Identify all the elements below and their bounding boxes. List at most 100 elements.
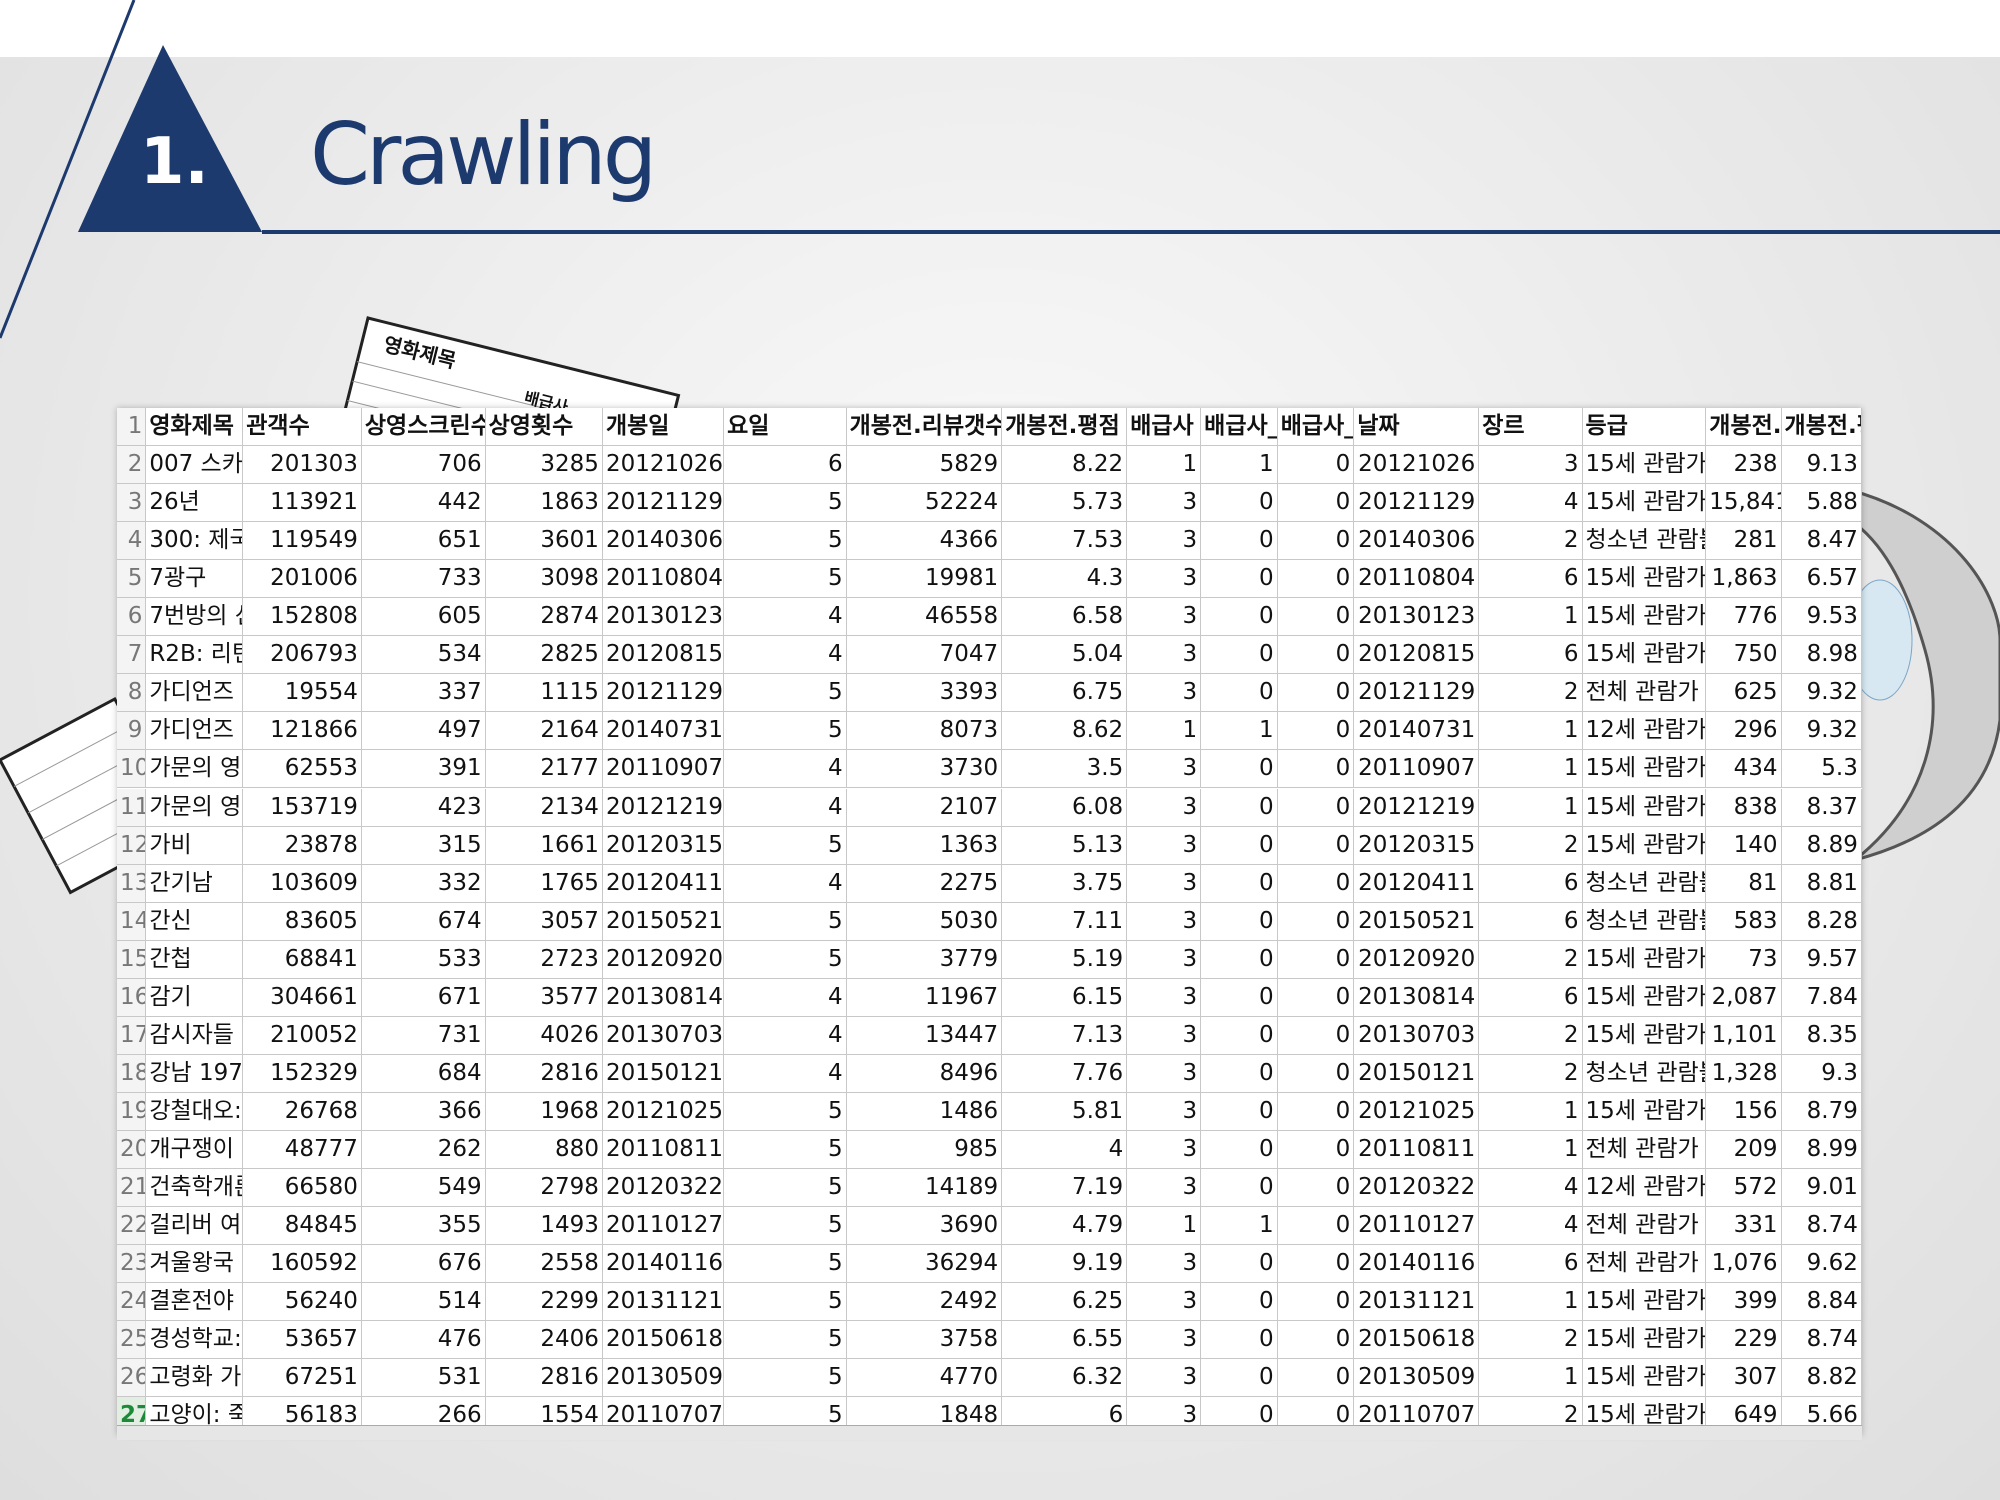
table-cell: 5.88: [1781, 484, 1862, 523]
row-number: 23: [117, 1245, 147, 1284]
row-number: 14: [117, 902, 147, 941]
table-cell: 20150618: [1354, 1321, 1480, 1360]
table-cell: 0: [1277, 1130, 1355, 1169]
table-cell: 6: [1479, 636, 1583, 675]
table-cell: 8.89: [1781, 826, 1862, 865]
table-cell: 2299: [485, 1283, 603, 1322]
table-cell: 6: [1479, 902, 1583, 941]
table-cell: 7.19: [1002, 1169, 1128, 1208]
table-cell: 강철대오:구: [146, 1092, 244, 1131]
table-cell: 2: [1479, 1321, 1583, 1360]
row-number: 16: [117, 978, 147, 1017]
table-cell: 20130123: [1354, 598, 1480, 637]
row-number: 4: [117, 522, 147, 561]
table-cell: 0: [1201, 598, 1278, 637]
table-cell: 9.19: [1002, 1245, 1128, 1284]
table-cell: 15세 관람가: [1582, 560, 1707, 599]
table-cell: 20121129: [602, 674, 725, 713]
table-cell: 0: [1201, 1016, 1278, 1055]
table-cell: 9.13: [1781, 446, 1862, 485]
table-cell: 5.73: [1002, 484, 1128, 523]
table-cell: 7.76: [1002, 1054, 1128, 1093]
table-cell: 11967: [846, 978, 1003, 1017]
table-cell: 3: [1127, 1016, 1202, 1055]
table-cell: 15세 관람가: [1582, 750, 1707, 789]
table-cell: 1: [1201, 1207, 1278, 1246]
table-cell: 2: [1479, 826, 1583, 865]
table-cell: 가디언즈 오: [146, 712, 244, 751]
table-cell: 15세 관람가: [1582, 1092, 1707, 1131]
table-cell: 152329: [243, 1054, 362, 1093]
table-cell: 5: [724, 940, 847, 979]
table-cell: 8073: [846, 712, 1003, 751]
table-cell: 3: [1479, 446, 1583, 485]
table-cell: 9.32: [1781, 712, 1862, 751]
table-cell: 399: [1706, 1283, 1782, 1322]
table-cell: 9.32: [1781, 674, 1862, 713]
table-cell: 3: [1127, 1130, 1202, 1169]
table-cell: 209: [1706, 1130, 1782, 1169]
row-number: 19: [117, 1092, 147, 1131]
table-cell: 8.28: [1781, 902, 1862, 941]
diagonal-line: [0, 0, 136, 339]
column-header: 배급사: [1127, 408, 1202, 447]
table-cell: 20110127: [1354, 1207, 1480, 1246]
table-cell: 청소년 관람불: [1582, 522, 1707, 561]
table-cell: 9.53: [1781, 598, 1862, 637]
column-header: 요일: [724, 408, 847, 447]
table-cell: 8.84: [1781, 1283, 1862, 1322]
table-cell: 201303: [243, 446, 362, 485]
table-cell: 514: [361, 1283, 486, 1322]
table-cell: 3: [1127, 1245, 1202, 1284]
table-cell: 0: [1201, 560, 1278, 599]
table-cell: 156: [1706, 1092, 1782, 1131]
table-cell: 4366: [846, 522, 1003, 561]
table-cell: 20120322: [1354, 1169, 1480, 1208]
spreadsheet: 1234567891011121314151617181920212223242…: [117, 408, 1862, 1435]
table-cell: 8.82: [1781, 1359, 1862, 1398]
column-header: 관객수: [243, 408, 362, 447]
table-cell: 2: [1479, 522, 1583, 561]
table-cell: 5030: [846, 902, 1003, 941]
table-cell: 전체 관람가: [1582, 674, 1707, 713]
table-cell: 5: [724, 1245, 847, 1284]
table-cell: 20130509: [1354, 1359, 1480, 1398]
table-cell: 20120411: [1354, 864, 1480, 903]
table-cell: 5: [724, 1092, 847, 1131]
table-cell: 20130814: [602, 978, 725, 1017]
table-cell: R2B: 리턴: [146, 636, 244, 675]
table-cell: 20131121: [1354, 1283, 1480, 1322]
table-cell: 감시자들: [146, 1016, 244, 1055]
table-cell: 3779: [846, 940, 1003, 979]
table-cell: 15세 관람가: [1582, 940, 1707, 979]
row-number: 8: [117, 674, 147, 713]
table-cell: 0: [1277, 446, 1355, 485]
table-cell: 9.3: [1781, 1054, 1862, 1093]
table-cell: 262: [361, 1130, 486, 1169]
table-cell: 2492: [846, 1283, 1003, 1322]
table-cell: 8.22: [1002, 446, 1128, 485]
table-cell: 0: [1201, 1092, 1278, 1131]
table-cell: 0: [1201, 826, 1278, 865]
table-cell: 1486: [846, 1092, 1003, 1131]
column-header: 영화제목: [146, 408, 244, 447]
table-cell: 5.81: [1002, 1092, 1128, 1131]
table-cell: 1: [1201, 446, 1278, 485]
table-cell: 건축학개론: [146, 1169, 244, 1208]
table-cell: 2: [1479, 1054, 1583, 1093]
table-cell: 결혼전야: [146, 1283, 244, 1322]
table-cell: 20120315: [602, 826, 725, 865]
table-cell: 5: [724, 1283, 847, 1322]
table-cell: 1: [1479, 750, 1583, 789]
table-cell: 3: [1127, 902, 1202, 941]
column-header: 상영횟수: [485, 408, 603, 447]
table-cell: 청소년 관람불: [1582, 902, 1707, 941]
table-cell: 23878: [243, 826, 362, 865]
table-cell: 8.74: [1781, 1207, 1862, 1246]
table-cell: 8.74: [1781, 1321, 1862, 1360]
table-cell: 20140116: [602, 1245, 725, 1284]
table-cell: 2: [1479, 674, 1583, 713]
table-cell: 20140116: [1354, 1245, 1480, 1284]
table-cell: 20140306: [602, 522, 725, 561]
